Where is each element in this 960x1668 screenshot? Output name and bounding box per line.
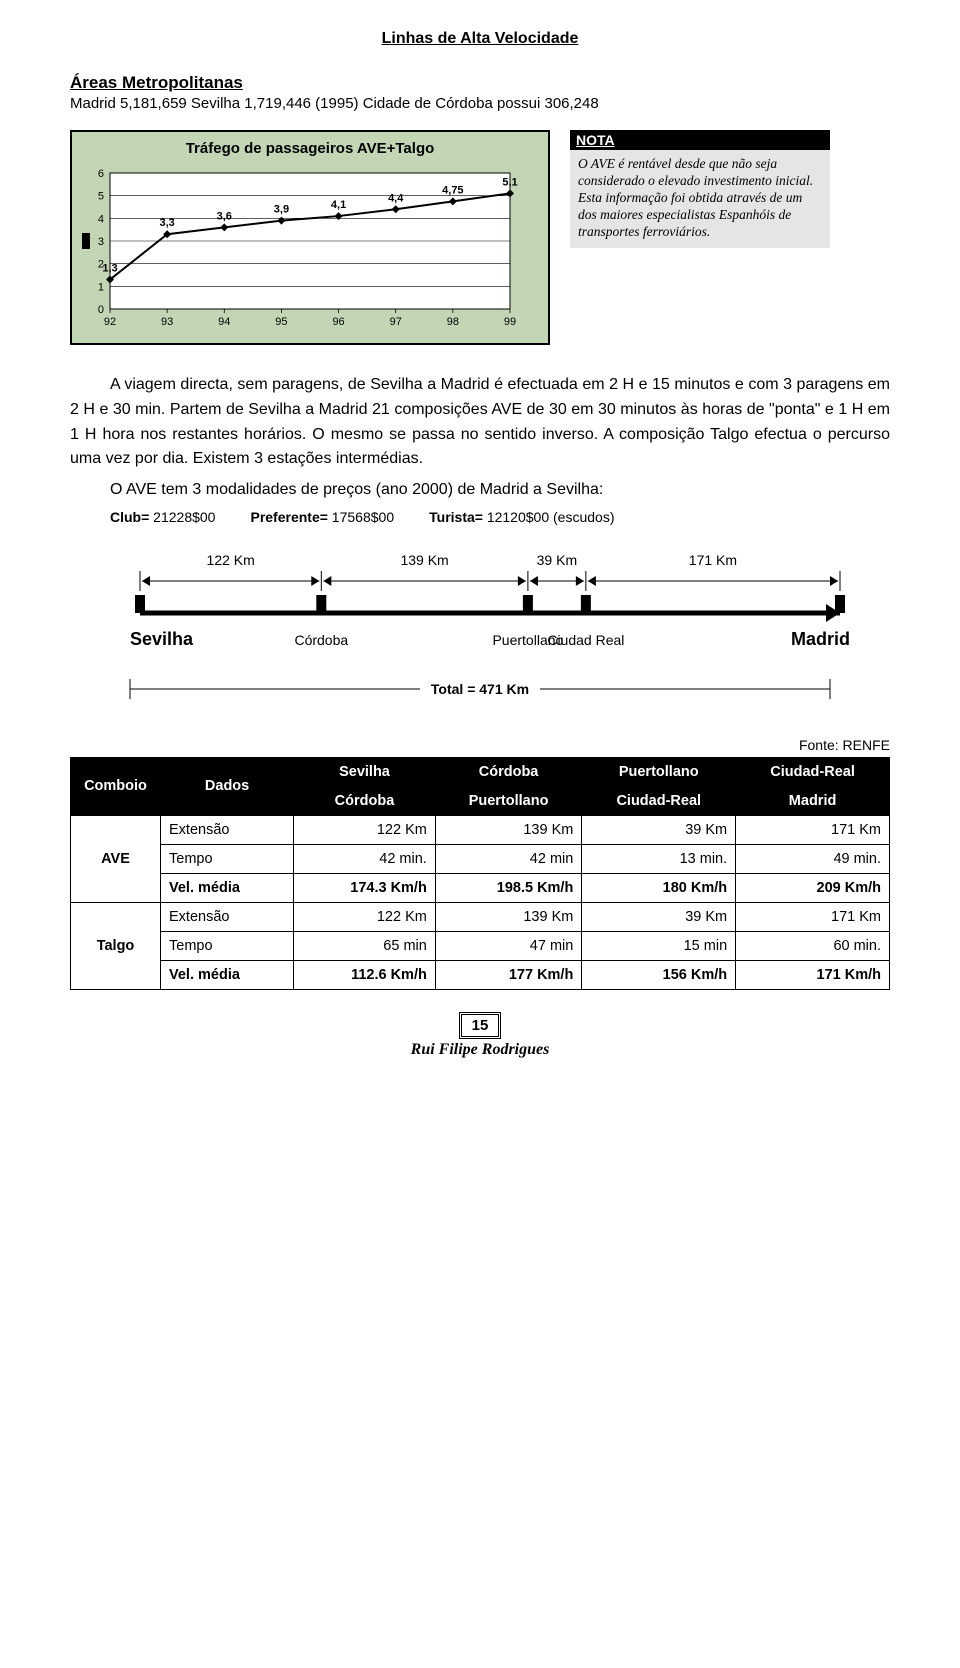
nota-text: O AVE é rentável desde que não seja cons… <box>570 150 830 248</box>
price-club-label: Club= <box>110 509 149 525</box>
svg-text:93: 93 <box>161 316 173 328</box>
svg-text:99: 99 <box>504 316 516 328</box>
trafego-chart: 012345692939495969798991,33,33,63,94,14,… <box>82 163 522 333</box>
svg-text:4,1: 4,1 <box>331 199 346 211</box>
svg-text:Total = 471 Km: Total = 471 Km <box>431 681 529 697</box>
svg-text:98: 98 <box>447 316 459 328</box>
chart-box: Tráfego de passageiros AVE+Talgo 0123456… <box>70 130 550 345</box>
nota-heading: NOTA <box>570 130 830 150</box>
data-table: ComboioDadosSevilhaCórdobaPuertollanoCiu… <box>70 757 890 990</box>
svg-text:Ciudad Real: Ciudad Real <box>547 632 624 648</box>
svg-text:171 Km: 171 Km <box>689 552 737 568</box>
svg-text:3,9: 3,9 <box>274 204 289 216</box>
nota-box: NOTA O AVE é rentável desde que não seja… <box>570 130 830 248</box>
svg-text:3,3: 3,3 <box>159 217 174 229</box>
svg-text:5,1: 5,1 <box>502 176 517 188</box>
metro-line: Madrid 5,181,659 Sevilha 1,719,446 (1995… <box>70 95 890 112</box>
price-tur-val: 12120$00 (escudos) <box>483 509 615 525</box>
svg-text:4,4: 4,4 <box>388 192 404 204</box>
price-club-val: 21228$00 <box>149 509 215 525</box>
chart-and-nota-row: Tráfego de passageiros AVE+Talgo 0123456… <box>70 130 890 345</box>
price-pref-val: 17568$00 <box>328 509 394 525</box>
price-pref-label: Preferente= <box>250 509 327 525</box>
page-number-wrap: 15 <box>70 1012 890 1039</box>
svg-text:39 Km: 39 Km <box>537 552 577 568</box>
prices-line: Club= 21228$00 Preferente= 17568$00 Turi… <box>110 509 890 525</box>
paragraph-1: A viagem directa, sem paragens, de Sevil… <box>70 373 890 472</box>
svg-text:5: 5 <box>98 191 104 203</box>
svg-text:Sevilha: Sevilha <box>130 629 194 649</box>
svg-text:0: 0 <box>98 304 104 316</box>
svg-text:1,3: 1,3 <box>102 263 117 275</box>
svg-text:6: 6 <box>98 168 104 180</box>
route-total-line: Total = 471 Km <box>70 675 870 715</box>
svg-text:1: 1 <box>98 281 104 293</box>
page-number: 15 <box>459 1012 502 1039</box>
author-name: Rui Filipe Rodrigues <box>70 1041 890 1059</box>
svg-text:3,6: 3,6 <box>217 210 232 222</box>
svg-text:96: 96 <box>332 316 344 328</box>
svg-text:97: 97 <box>390 316 402 328</box>
svg-text:94: 94 <box>218 316 230 328</box>
svg-text:3: 3 <box>98 236 104 248</box>
metro-heading: Áreas Metropolitanas <box>70 73 890 93</box>
svg-text:4,75: 4,75 <box>442 184 463 196</box>
svg-text:92: 92 <box>104 316 116 328</box>
route-diagram: 122 Km139 Km39 Km171 KmSevilhaCórdobaPue… <box>80 543 880 663</box>
paragraph-2: O AVE tem 3 modalidades de preços (ano 2… <box>70 478 890 503</box>
page-header: Linhas de Alta Velocidade <box>70 30 890 48</box>
svg-text:122 Km: 122 Km <box>207 552 255 568</box>
price-tur-label: Turista= <box>429 509 483 525</box>
svg-text:139 Km: 139 Km <box>400 552 448 568</box>
svg-text:95: 95 <box>275 316 287 328</box>
fonte-label: Fonte: RENFE <box>70 737 890 753</box>
chart-title: Tráfego de passageiros AVE+Talgo <box>82 140 538 157</box>
svg-text:Córdoba: Córdoba <box>294 632 348 648</box>
svg-text:4: 4 <box>98 213 104 225</box>
svg-text:Madrid: Madrid <box>791 629 850 649</box>
